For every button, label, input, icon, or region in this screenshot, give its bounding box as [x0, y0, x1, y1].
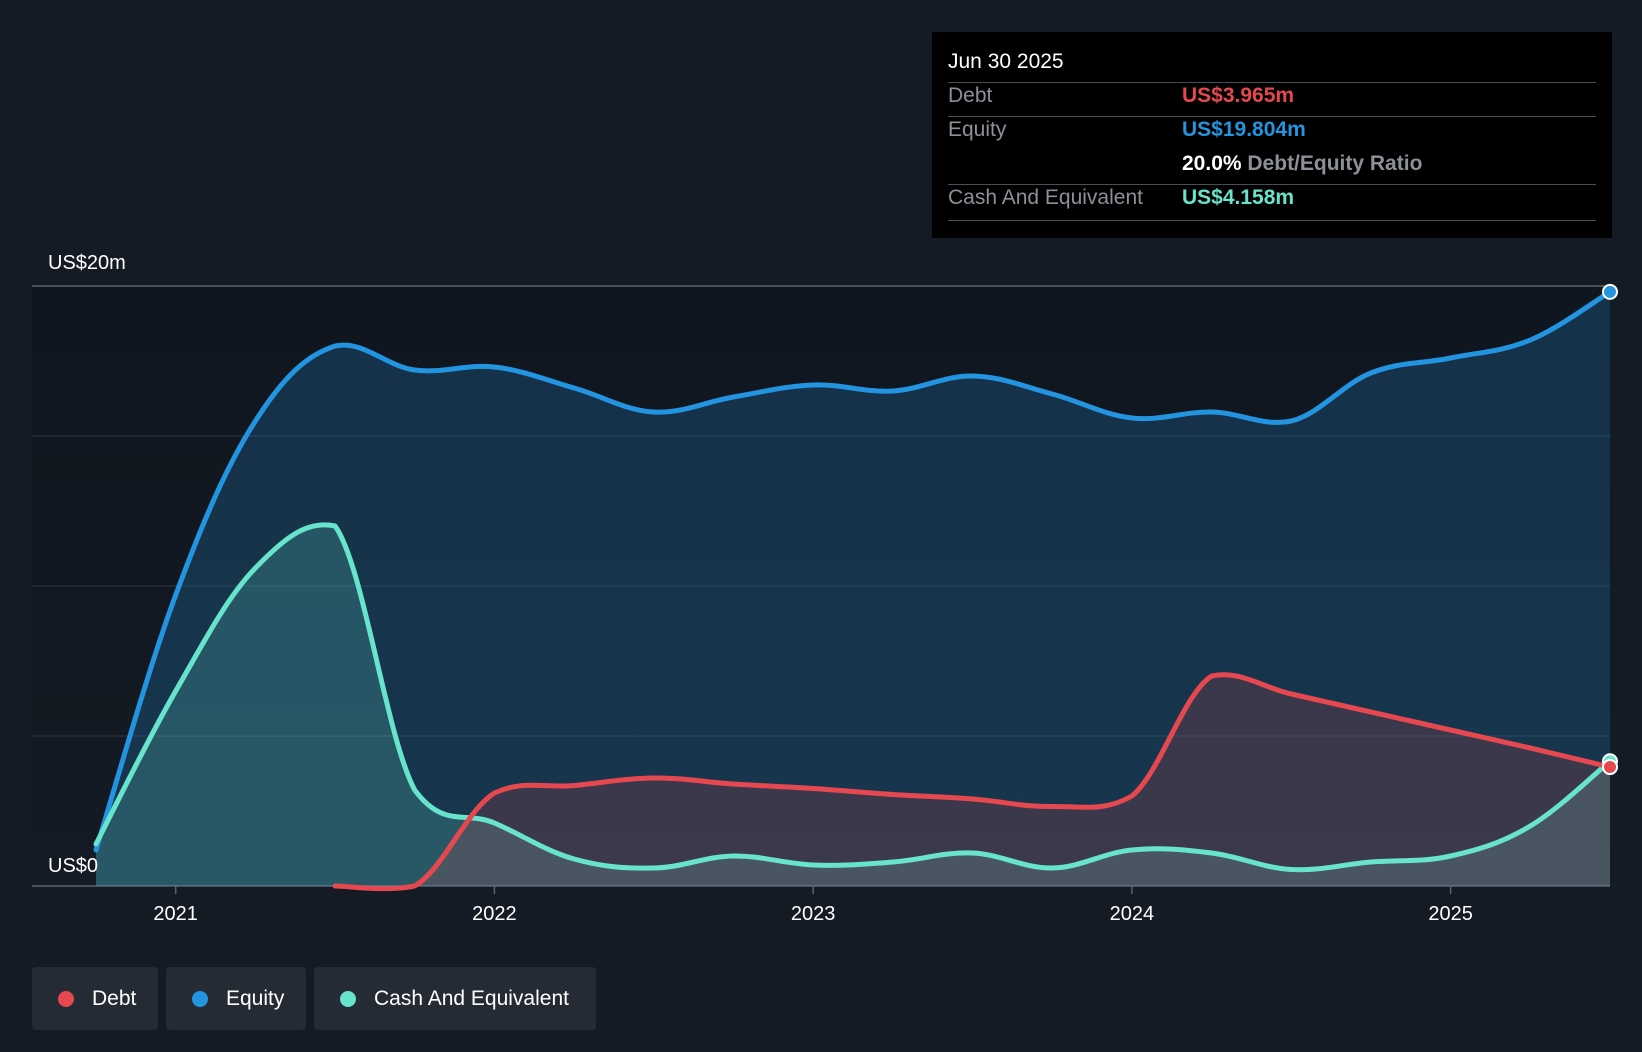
x-axis-label-2024: 2024	[1110, 903, 1155, 925]
debt-line	[332, 672, 1613, 892]
debt-area	[335, 674, 1611, 889]
series-markers	[1602, 283, 1618, 776]
legend-equity-label: Equity	[226, 986, 285, 1010]
series-lines	[93, 289, 1613, 892]
legend-cash[interactable]: Cash And Equivalent	[314, 967, 596, 1030]
grid-lines	[32, 285, 1610, 887]
equity-line	[93, 289, 1613, 853]
tooltip-equity-label: Equity	[948, 118, 1007, 141]
y-axis-label-min: US$0	[48, 855, 98, 877]
x-axis-label-2021: 2021	[153, 903, 198, 925]
tooltip-panel: Jun 30 2025 Debt US$3.965m Equity US$19.…	[932, 32, 1612, 238]
tooltip-ratio-label: Debt/Equity Ratio	[1247, 152, 1423, 175]
equity-marker	[1602, 283, 1618, 300]
tooltip-debt-value: US$3.965m	[1182, 84, 1295, 107]
tooltip-divider	[948, 116, 1596, 117]
tooltip-ratio-value: 20.0%	[1182, 152, 1242, 175]
cash-and-equivalent-area	[96, 524, 1610, 886]
tooltip-ratio: 20.0% Debt/Equity Ratio	[1182, 152, 1422, 176]
x-axis-label-2025: 2025	[1428, 903, 1473, 925]
legend-equity-dot	[192, 990, 208, 1007]
tooltip-divider	[948, 184, 1596, 185]
tooltip-cash-label: Cash And Equivalent	[948, 186, 1143, 209]
x-axis-label-2023: 2023	[791, 903, 836, 925]
tooltip-cash-value: US$4.158m	[1182, 186, 1295, 209]
tooltip-equity-value: US$19.804m	[1182, 118, 1306, 141]
cash-and-equivalent-line	[93, 522, 1613, 873]
legend-cash-dot	[340, 990, 356, 1007]
debt-marker	[1602, 759, 1618, 776]
legend-cash-label: Cash And Equivalent	[374, 986, 569, 1010]
y-axis-labels: US$0 US$20m	[48, 252, 126, 877]
legend-debt[interactable]: Debt	[32, 967, 158, 1030]
tooltip-date: Jun 30 2025	[948, 50, 1064, 73]
tooltip-divider	[948, 82, 1596, 83]
x-axis-labels: 2021 2022 2023 2024 2025	[153, 886, 1473, 925]
legend-equity[interactable]: Equity	[166, 967, 306, 1030]
tooltip-divider	[948, 220, 1596, 221]
series-areas	[96, 291, 1611, 889]
tooltip-debt-label: Debt	[948, 84, 993, 107]
x-axis-label-2022: 2022	[472, 903, 517, 925]
y-axis-label-max: US$20m	[48, 252, 126, 274]
equity-area	[96, 291, 1610, 886]
legend-debt-label: Debt	[92, 986, 137, 1010]
legend-debt-dot	[58, 990, 74, 1007]
